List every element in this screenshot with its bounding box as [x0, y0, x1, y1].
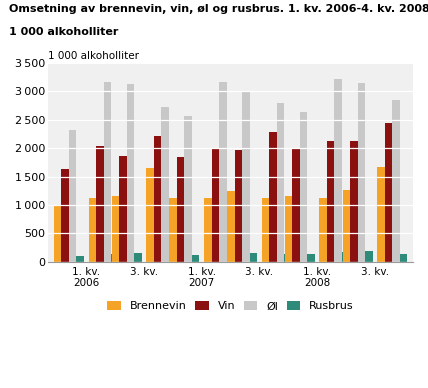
Bar: [319, 197, 327, 262]
Bar: [192, 255, 199, 262]
Bar: [277, 103, 284, 262]
Bar: [377, 168, 385, 262]
Bar: [54, 205, 62, 262]
Bar: [350, 141, 357, 262]
Bar: [77, 256, 84, 262]
Bar: [161, 107, 169, 262]
Bar: [300, 112, 307, 262]
Bar: [400, 254, 407, 262]
Bar: [154, 136, 161, 262]
Bar: [69, 130, 77, 262]
Bar: [250, 253, 257, 262]
Bar: [219, 81, 226, 262]
Bar: [169, 197, 177, 262]
Bar: [262, 197, 269, 262]
Bar: [146, 168, 154, 262]
Bar: [385, 123, 392, 262]
Bar: [62, 169, 69, 262]
Bar: [134, 253, 142, 262]
Bar: [111, 253, 119, 262]
Bar: [357, 83, 365, 262]
Bar: [112, 196, 119, 262]
Bar: [184, 116, 192, 262]
Legend: Brennevin, Vin, Øl, Rusbrus: Brennevin, Vin, Øl, Rusbrus: [103, 296, 358, 316]
Text: 1 000 alkoholliter: 1 000 alkoholliter: [48, 51, 139, 61]
Bar: [292, 149, 300, 262]
Bar: [226, 253, 234, 262]
Bar: [204, 197, 211, 262]
Bar: [104, 82, 111, 262]
Bar: [284, 254, 292, 262]
Bar: [342, 190, 350, 262]
Bar: [269, 132, 277, 262]
Bar: [335, 80, 342, 262]
Text: 1 000 alkoholliter: 1 000 alkoholliter: [9, 27, 118, 37]
Bar: [327, 141, 335, 262]
Bar: [392, 100, 400, 262]
Bar: [127, 84, 134, 262]
Bar: [96, 146, 104, 262]
Bar: [365, 251, 373, 262]
Bar: [169, 253, 176, 262]
Bar: [177, 157, 184, 262]
Text: Omsetning av brennevin, vin, øl og rusbrus. 1. kv. 2006-4. kv. 2008.: Omsetning av brennevin, vin, øl og rusbr…: [9, 4, 428, 14]
Bar: [285, 196, 292, 262]
Bar: [227, 191, 235, 262]
Bar: [342, 252, 350, 262]
Bar: [307, 255, 315, 262]
Bar: [242, 91, 250, 262]
Bar: [235, 151, 242, 262]
Bar: [89, 198, 96, 262]
Bar: [119, 156, 127, 262]
Bar: [211, 147, 219, 262]
